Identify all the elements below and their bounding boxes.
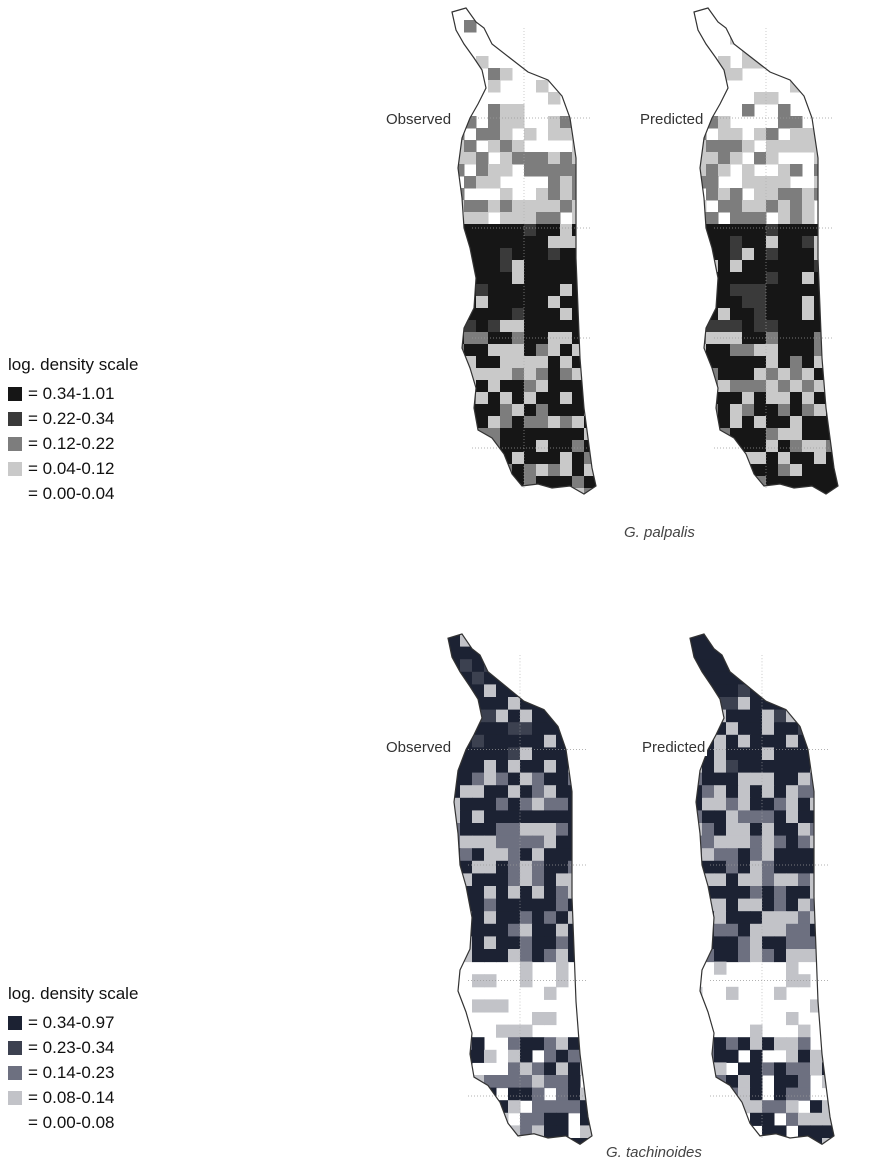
legend-row: = 0.14-0.23: [8, 1060, 138, 1085]
map-outline: [689, 633, 835, 1146]
legend-label: = 0.22-0.34: [28, 408, 115, 428]
legend-swatch: [8, 411, 22, 426]
legend-label: = 0.12-0.22: [28, 433, 115, 453]
legend-swatch: [8, 1116, 22, 1130]
observed-label: Observed: [384, 739, 454, 756]
legend-row: = 0.23-0.34: [8, 1035, 138, 1060]
legend-title: log. density scale: [8, 984, 139, 1003]
panel-g-tachinoides: Observed Predicted G. tachinoides log. d…: [0, 600, 884, 1169]
legend-swatch: [8, 1065, 22, 1080]
legend-swatch: [8, 461, 22, 476]
legend-label: = 0.34-0.97: [28, 1012, 115, 1032]
legend-swatch: [8, 1015, 22, 1030]
legend-swatch: [8, 1090, 22, 1105]
legend-swatch: [8, 1040, 22, 1055]
legend-label: = 0.04-0.12: [28, 458, 115, 478]
map-outline: [451, 7, 597, 495]
map-area-tachinoides: [447, 633, 835, 1146]
legend-row: = 0.34-0.97: [8, 1010, 138, 1035]
legend-label: = 0.08-0.14: [28, 1087, 115, 1107]
map-outline: [447, 633, 593, 1146]
legend-row: = 0.34-1.01: [8, 381, 138, 406]
legend-row: = 0.08-0.14: [8, 1085, 138, 1110]
legend-title: log. density scale: [8, 355, 139, 374]
legend-label: = 0.34-1.01: [28, 383, 115, 403]
predicted-label: Predicted: [640, 739, 708, 756]
legend-row: = 0.12-0.22: [8, 431, 138, 456]
observed-label: Observed: [384, 111, 454, 128]
predicted-label: Predicted: [638, 111, 706, 128]
legend-swatch: [8, 386, 22, 401]
legend-label: = 0.23-0.34: [28, 1037, 115, 1057]
legend-row: = 0.22-0.34: [8, 406, 138, 431]
legend-row: = 0.00-0.08: [8, 1110, 138, 1135]
legend-swatch: [8, 487, 22, 501]
legend-swatch: [8, 436, 22, 451]
species-label: G. tachinoides: [606, 1144, 702, 1161]
legend-label: = 0.00-0.08: [28, 1112, 115, 1132]
species-label: G. palpalis: [624, 524, 695, 541]
legend-label: = 0.14-0.23: [28, 1062, 115, 1082]
map-area-palpalis: [451, 7, 839, 495]
legend-row: = 0.04-0.12: [8, 456, 138, 481]
legend-label: = 0.00-0.04: [28, 483, 115, 503]
panel-g-palpalis: Observed Predicted G. palpalis log. dens…: [0, 0, 884, 560]
legend: log. density scale = 0.34-0.97 = 0.23-0.…: [8, 984, 138, 1135]
map-outline: [693, 7, 839, 495]
legend-row: = 0.00-0.04: [8, 481, 138, 506]
legend: log. density scale = 0.34-1.01 = 0.22-0.…: [8, 355, 138, 506]
